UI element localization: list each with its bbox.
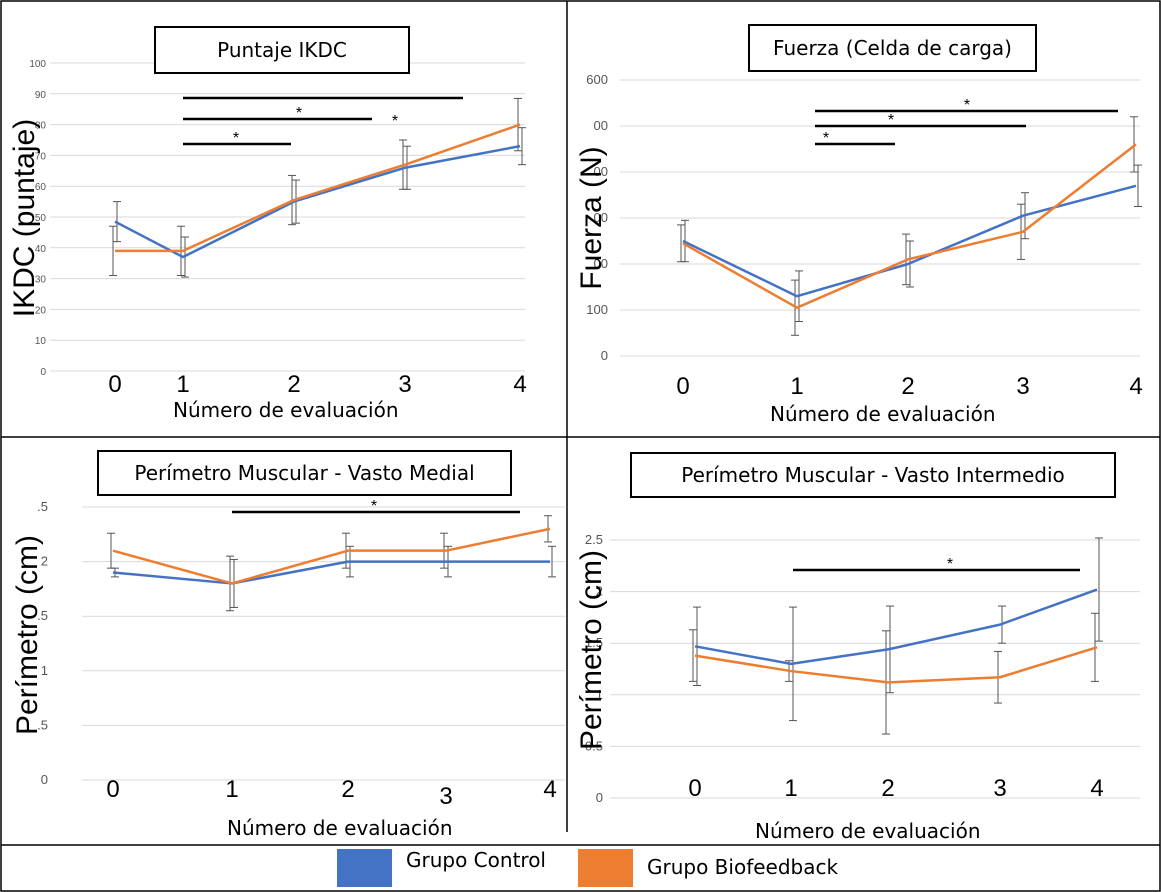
legend-control-swatch (337, 849, 392, 887)
y-tick-label: 2 (41, 554, 48, 569)
chart-3: 0 .5 1 .5 2 .5 0 1 2 3 4 * (37, 498, 565, 810)
x-tick-label: 1 (784, 775, 797, 802)
x-tick-label: 4 (513, 371, 526, 398)
x-tick-label: 0 (106, 776, 119, 803)
chart-1: 0 10 20 30 40 50 60 70 80 90 100 0 1 2 3 4 * * * (29, 59, 526, 398)
y-tick-label: 600 (586, 72, 608, 87)
y-tick-label: 2 (596, 584, 603, 599)
chart-3-xlabel: Número de evaluación (227, 816, 453, 840)
series-line-biofeedback (694, 646, 1098, 684)
legend-biofeedback: Grupo Biofeedback (578, 849, 838, 887)
chart-1-ylabel: IKDC (puntaje) (8, 118, 41, 318)
y-tick-label: .5 (37, 717, 48, 732)
y-tick-label: 100 (586, 302, 608, 317)
y-tick-label: 0.5 (585, 738, 603, 753)
y-tick-label: 00 (594, 256, 608, 271)
y-tick-label: 50 (35, 213, 47, 224)
y-tick-label: 80 (35, 121, 47, 132)
y-tick-label: 10 (35, 336, 47, 347)
y-tick-label: 1.5 (585, 635, 603, 650)
x-tick-label: 4 (1090, 775, 1103, 802)
x-tick-label: 2 (287, 371, 300, 398)
significance-star: * (823, 130, 829, 147)
chart-1-xlabel: Número de evaluación (173, 398, 399, 422)
chart-4-xlabel: Número de evaluación (755, 819, 981, 843)
y-tick-label: 100 (29, 59, 46, 70)
x-tick-label: 3 (398, 371, 411, 398)
legend-control-label: Grupo Control (406, 848, 546, 872)
y-tick-label: 90 (35, 90, 47, 101)
y-tick-label: 20 (35, 305, 47, 316)
y-tick-label: 00 (594, 118, 608, 133)
chart-2: 0 100 00 00 00 00 600 0 1 2 3 4 * * * (586, 72, 1142, 400)
x-tick-label: 3 (1016, 373, 1029, 400)
significance-star: * (392, 113, 398, 130)
x-tick-label: 0 (108, 371, 121, 398)
y-tick-label: 1 (596, 687, 603, 702)
significance-star: * (296, 105, 302, 122)
chart-4-ylabel: Perímetro (cm) (575, 550, 608, 751)
x-tick-label: 2 (881, 775, 894, 802)
y-tick-label: 30 (35, 275, 47, 286)
significance-star: * (371, 498, 377, 515)
y-tick-label: 1 (41, 663, 48, 678)
chart-1-title: Puntaje IKDC (154, 26, 410, 74)
chart-2-title: Fuerza (Celda de carga) (748, 24, 1037, 72)
x-tick-label: 1 (176, 371, 189, 398)
x-tick-label: 1 (790, 373, 803, 400)
x-tick-label: 3 (993, 775, 1006, 802)
chart-2-ylabel: Fuerza (N) (575, 146, 608, 290)
x-tick-label: 2 (901, 373, 914, 400)
y-tick-label: 00 (594, 164, 608, 179)
series-line-control (114, 144, 521, 259)
legend-biofeedback-swatch (578, 849, 633, 887)
x-tick-label: 0 (676, 373, 689, 400)
series-line-biofeedback (682, 143, 1137, 309)
x-tick-label: 4 (1129, 373, 1142, 400)
significance-star: * (233, 130, 239, 147)
chart-2-xlabel: Número de evaluación (770, 402, 996, 426)
chart-4: 0 0.5 1 1.5 2 2.5 0 1 2 3 4 * (585, 532, 1140, 805)
chart-4-title: Perímetro Muscular - Vasto Intermedio (630, 452, 1116, 498)
significance-star: * (964, 97, 970, 114)
y-tick-label: 00 (594, 210, 608, 225)
series-line-control (694, 588, 1098, 666)
series-line-control (112, 560, 550, 585)
series-line-control (682, 184, 1137, 298)
y-tick-label: 40 (35, 244, 47, 255)
x-tick-label: 4 (543, 776, 556, 803)
legend-control: Grupo Control (337, 848, 546, 887)
y-tick-label: .5 (37, 608, 48, 623)
y-tick-label: 60 (35, 182, 47, 193)
y-tick-label: 0 (40, 367, 46, 378)
x-tick-label: 0 (688, 775, 701, 802)
series-line-biofeedback (112, 527, 551, 585)
chart-3-title: Perímetro Muscular - Vasto Medial (97, 450, 512, 496)
series-line-biofeedback (115, 123, 521, 253)
y-tick-label: 0 (601, 348, 608, 363)
significance-star: * (888, 112, 894, 129)
y-tick-label: 70 (35, 151, 47, 162)
chart-3-ylabel: Perímetro (cm) (11, 535, 44, 736)
y-tick-label: 2.5 (585, 532, 603, 547)
significance-star: * (947, 556, 953, 573)
y-tick-label: .5 (37, 499, 48, 514)
legend-biofeedback-label: Grupo Biofeedback (647, 855, 839, 879)
x-tick-label: 2 (341, 776, 354, 803)
y-tick-label: 0 (596, 790, 603, 805)
x-tick-label: 3 (439, 783, 452, 810)
x-tick-label: 1 (225, 776, 238, 803)
y-tick-label: 0 (41, 772, 48, 787)
